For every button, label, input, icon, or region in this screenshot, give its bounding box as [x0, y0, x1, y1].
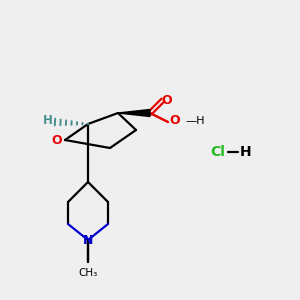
Text: O: O: [162, 94, 172, 107]
Text: CH₃: CH₃: [78, 268, 98, 278]
Text: O: O: [170, 115, 180, 128]
Text: H: H: [240, 145, 252, 159]
Text: Cl: Cl: [211, 145, 225, 159]
Text: O: O: [52, 134, 62, 146]
Polygon shape: [118, 110, 150, 116]
Text: —H: —H: [185, 116, 205, 126]
Text: N: N: [83, 233, 93, 247]
Text: H: H: [43, 115, 53, 128]
